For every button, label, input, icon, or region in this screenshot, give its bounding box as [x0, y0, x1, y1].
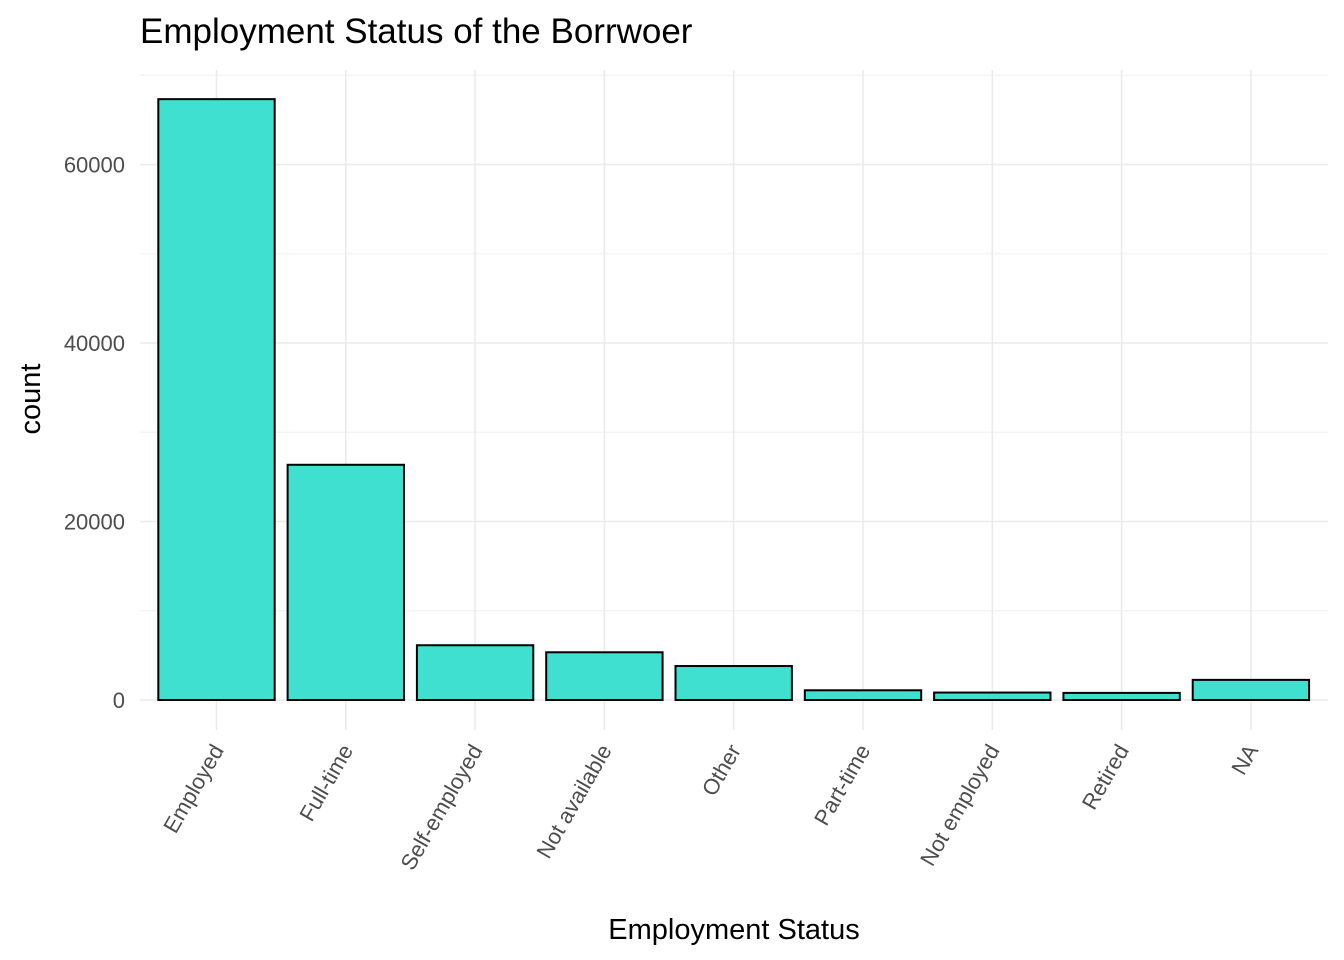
x-axis-title: Employment Status [608, 914, 859, 946]
bar-not-employed [933, 691, 1052, 701]
bar-full-time [286, 463, 405, 701]
y-tick-label: 40000 [64, 331, 125, 356]
x-tick-label: Other [697, 740, 746, 800]
x-tick-label: Full-time [294, 740, 358, 826]
x-tick-label: Not available [531, 740, 616, 863]
bar-employed [157, 98, 276, 702]
x-tick-label: Self-employed [395, 740, 487, 874]
x-tick-label: Retired [1077, 740, 1134, 814]
bar-not-available [545, 651, 664, 701]
bars [157, 98, 1311, 702]
chart-title: Employment Status of the Borrwoer [140, 12, 693, 51]
y-axis-ticks: 0 20000 40000 60000 [64, 153, 125, 714]
y-tick-label: 20000 [64, 510, 125, 535]
bar-other [674, 665, 793, 701]
bar-na [1191, 678, 1311, 702]
bar-retired [1062, 691, 1181, 701]
y-axis-title: count [15, 364, 47, 435]
bar-part-time [803, 689, 923, 702]
y-tick-label: 0 [113, 688, 125, 713]
x-tick-label: Employed [158, 740, 229, 837]
bar-self-employed [415, 644, 535, 701]
x-tick-label: Part-time [809, 740, 875, 830]
x-axis-ticks: Employed Full-time Self-employed Not availa… [158, 740, 1263, 875]
y-tick-label: 60000 [64, 153, 125, 178]
x-tick-label: NA [1226, 740, 1263, 779]
x-tick-label: Not employed [915, 740, 1005, 870]
